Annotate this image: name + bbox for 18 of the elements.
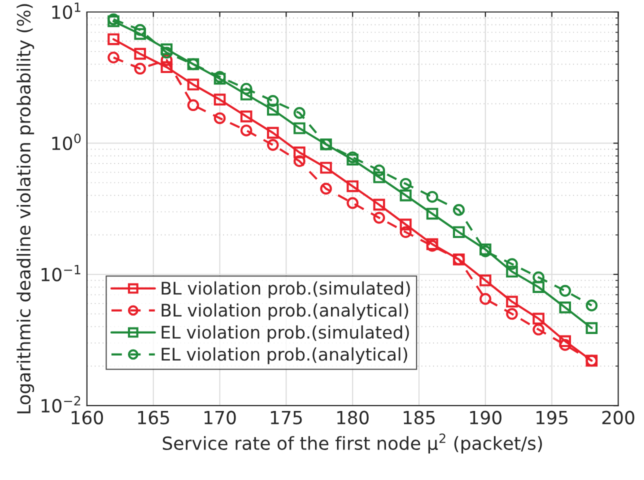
x-tick-label: 200	[602, 410, 634, 424]
y-tick-label: 10$^{1}$	[52, 2, 80, 19]
legend-label: EL violation prob.(simulated)	[162, 325, 409, 342]
x-tick-label: 165	[138, 410, 170, 424]
x-tick-label: 175	[270, 411, 302, 424]
y-tick-label: 10$^{−1}$	[42, 265, 80, 282]
legend-label: EL violation prob.(analytical)	[162, 347, 408, 364]
x-tick-label: 170	[204, 410, 236, 424]
x-tick-label: 160	[72, 410, 103, 424]
legend-label: BL violation prob.(simulated)	[162, 281, 410, 298]
x-tick-label: 195	[536, 410, 568, 424]
y-tick-label: 10$^{0}$	[52, 134, 81, 150]
y-axis-title: Logarithmic deadline violation probability (%)	[16, 4, 34, 414]
x-tick-label: 190	[470, 410, 502, 424]
x-tick-label: 180	[337, 410, 369, 424]
x-axis-title: Service rate of the first node μ$^{2}$ (packet/s)	[162, 433, 542, 454]
x-tick-label: 185	[404, 410, 435, 424]
legend-label: BL violation prob.(analytical)	[162, 303, 408, 320]
